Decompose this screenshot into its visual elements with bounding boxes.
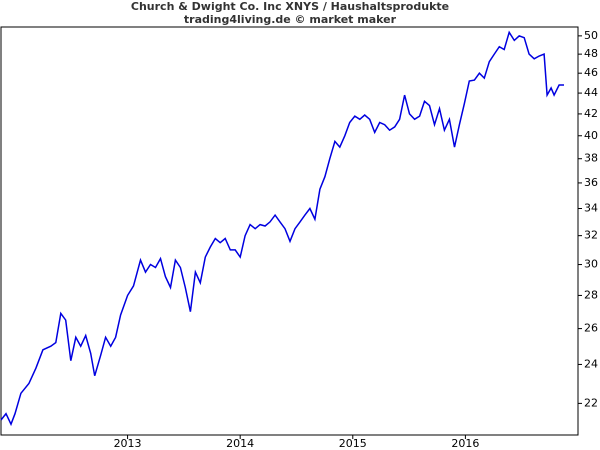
y-tick-label: 42 xyxy=(584,107,598,120)
y-tick-label: 40 xyxy=(584,129,598,142)
chart-subtitle: trading4living.de © market maker xyxy=(184,13,397,26)
x-tick-label: 2013 xyxy=(114,437,142,450)
y-tick-label: 30 xyxy=(584,258,598,271)
y-tick-label: 44 xyxy=(584,86,598,99)
x-tick-label: 2014 xyxy=(226,437,254,450)
y-tick-label: 38 xyxy=(584,152,598,165)
y-tick-label: 48 xyxy=(584,47,598,60)
y-tick-label: 24 xyxy=(584,357,598,370)
y-tick-label: 32 xyxy=(584,229,598,242)
price-line xyxy=(0,30,564,427)
chart-title: Church & Dwight Co. Inc XNYS / Haushalts… xyxy=(131,0,449,13)
y-tick-label: 46 xyxy=(584,66,598,79)
x-tick-label: 2015 xyxy=(339,437,367,450)
x-tick-label: 2016 xyxy=(451,437,479,450)
plot-frame xyxy=(0,26,579,436)
y-tick-label: 50 xyxy=(584,29,598,42)
y-tick-label: 34 xyxy=(584,202,598,215)
y-tick-label: 28 xyxy=(584,288,598,301)
y-tick-label: 26 xyxy=(584,322,598,335)
y-tick-label: 22 xyxy=(584,396,598,409)
y-tick-label: 36 xyxy=(584,176,598,189)
